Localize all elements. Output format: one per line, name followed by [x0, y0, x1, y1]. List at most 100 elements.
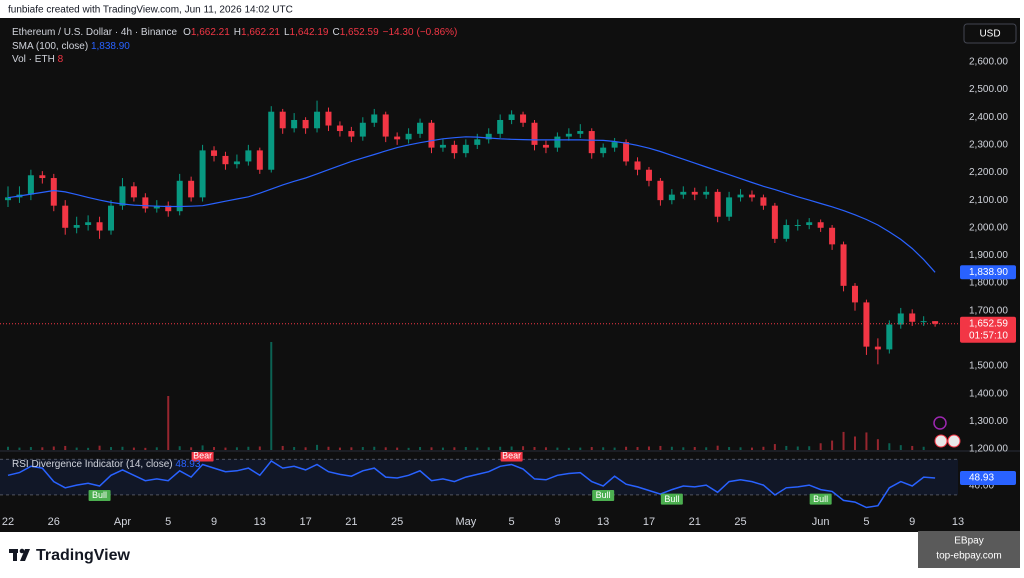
candle-body — [451, 144, 458, 154]
candle-body — [245, 150, 252, 162]
volume-bar — [750, 447, 753, 450]
volume-bar — [728, 447, 731, 450]
volume-bar — [7, 446, 9, 450]
volume-name: Vol · ETH — [12, 54, 55, 65]
candle-body — [886, 324, 893, 350]
sma-line — [7, 136, 936, 273]
divergence-label: Bull — [664, 494, 679, 504]
candle-body — [840, 244, 847, 286]
y-tick-label: 2,300.00 — [969, 140, 1008, 151]
brand: TradingView — [9, 547, 131, 564]
currency-button[interactable] — [963, 23, 1017, 44]
candle-body — [325, 111, 332, 126]
volume-bar — [739, 447, 742, 450]
divergence-label: Bull — [596, 490, 611, 500]
rsi-value: 48.93 — [175, 459, 200, 470]
candle-body — [371, 114, 378, 123]
candle-body — [39, 175, 46, 179]
candle-body — [691, 191, 698, 195]
candle-body — [394, 136, 401, 140]
candle-body — [748, 194, 755, 198]
x-tick-label: 26 — [48, 516, 60, 528]
volume-bar — [178, 446, 181, 450]
volume-bar — [384, 447, 387, 450]
candle-body — [62, 205, 69, 228]
candle-body — [703, 191, 710, 195]
candle-body — [760, 197, 767, 206]
volume-bar — [190, 447, 193, 450]
candle-body — [108, 205, 115, 231]
volume-bar — [602, 447, 605, 450]
volume-bar — [235, 447, 238, 450]
watermark-title: EBpay — [954, 536, 983, 547]
candle-body — [897, 313, 904, 325]
volume-bar — [911, 445, 914, 450]
rsi-line — [7, 460, 936, 509]
price-label-box — [960, 265, 1016, 280]
volume-bar — [533, 447, 536, 450]
divergence-label: Bear — [193, 451, 212, 461]
volume-bar — [522, 446, 525, 450]
candle-body — [851, 285, 858, 303]
x-tick-label: 21 — [345, 516, 357, 528]
volume-bar — [213, 447, 216, 450]
candle-body — [634, 161, 641, 170]
currency[interactable]: USD — [979, 29, 1000, 40]
x-tick-label: 5 — [509, 516, 515, 528]
candle-body — [726, 197, 733, 217]
candle-body — [485, 133, 492, 140]
x-tick-label: 5 — [165, 516, 171, 528]
x-tick-label: 13 — [254, 516, 266, 528]
logo-part — [13, 549, 17, 561]
event-icon — [933, 416, 947, 430]
candle-body — [909, 313, 916, 322]
volume-bar — [64, 445, 67, 450]
chart-title: Ethereum / U.S. Dollar · 4h · Binance O1,… — [12, 27, 457, 38]
candle-body — [50, 178, 57, 206]
x-tick-label: Apr — [114, 516, 131, 528]
candle-body — [85, 222, 92, 226]
volume-bar — [579, 447, 582, 450]
candle-body — [680, 191, 687, 195]
candle-body — [577, 131, 584, 134]
candle-body — [497, 119, 504, 134]
volume-bar — [899, 445, 902, 450]
chart-background — [0, 18, 1020, 532]
candle-body — [645, 169, 652, 181]
volume-bar — [625, 446, 628, 450]
x-tick-label: May — [455, 516, 476, 528]
price-label: 1,652.59 — [969, 318, 1008, 329]
candle-body — [291, 119, 298, 129]
volume-bar — [361, 447, 364, 450]
volume-bar — [544, 447, 547, 450]
volume-bar — [155, 447, 158, 450]
watermark-site: top-ebpay.com — [936, 551, 1001, 562]
volume-bar — [338, 447, 341, 450]
ohlc-value: 1,662.21 — [191, 27, 230, 38]
y-tick-label: 2,600.00 — [969, 57, 1008, 68]
candle-body — [417, 122, 424, 134]
x-tick-label: 17 — [643, 516, 655, 528]
rsi-pane: Bull Bear Bear Bull Bull Bull — [0, 451, 958, 509]
candle-body — [96, 222, 103, 231]
volume-bar — [865, 432, 868, 450]
candle-body — [874, 346, 881, 350]
ohlc-key: C — [332, 27, 339, 38]
volume-legend: Vol · ETH 8 — [12, 54, 64, 65]
symbol: Ethereum / U.S. Dollar · 4h · Binance — [12, 27, 178, 38]
event-icon — [934, 434, 948, 448]
candle-body — [233, 161, 240, 165]
candle-body — [348, 131, 355, 137]
divergence-label: Bull — [813, 494, 828, 504]
candle-body — [863, 302, 870, 347]
volume-bar — [785, 445, 788, 450]
candle-body — [462, 144, 469, 154]
volume-bar — [350, 447, 353, 450]
candle-body — [119, 186, 126, 206]
volume-bar — [167, 396, 170, 450]
volume-bar — [819, 443, 822, 450]
x-tick-label: 22 — [2, 516, 14, 528]
candle-body — [153, 205, 160, 209]
volume-bar — [18, 447, 21, 450]
